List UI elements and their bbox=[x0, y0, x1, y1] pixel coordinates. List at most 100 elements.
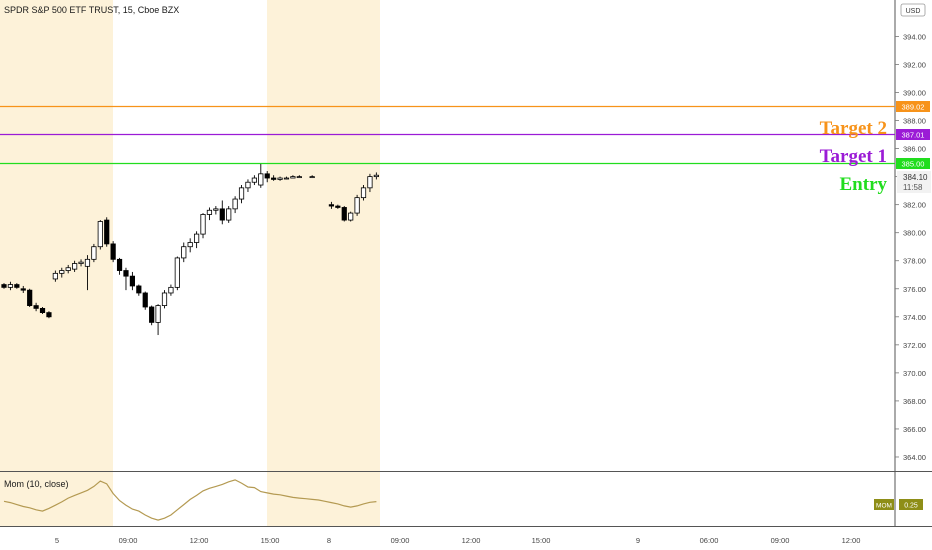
candle bbox=[7, 281, 14, 291]
candle bbox=[84, 255, 91, 291]
time-axis-labels: 5 09:00 12:00 15:00 8 09:00 12:00 15:00 9 06:00 09… bbox=[55, 536, 860, 545]
level-tag bbox=[896, 129, 930, 140]
candle-body bbox=[65, 267, 71, 271]
indicator-title[interactable]: Mom (10, close) bbox=[4, 479, 69, 489]
candle-body bbox=[367, 176, 373, 189]
candle-body bbox=[193, 233, 200, 243]
candle-body bbox=[52, 272, 58, 280]
price-axis-label: 364.00 bbox=[903, 453, 926, 462]
candle-body bbox=[309, 176, 315, 179]
candle-body bbox=[187, 242, 193, 248]
price-axis-label: 380.00 bbox=[903, 229, 926, 238]
candle-body bbox=[360, 187, 367, 199]
candle bbox=[348, 211, 354, 222]
time-axis-label: 12:00 bbox=[842, 536, 861, 545]
candle bbox=[258, 164, 264, 188]
target1-label[interactable]: Target 1 bbox=[820, 146, 887, 167]
price-axis-label: 376.00 bbox=[903, 285, 926, 294]
mom-value: 0.25 bbox=[904, 503, 918, 510]
candle bbox=[97, 220, 103, 250]
candle-body bbox=[296, 176, 302, 179]
price-axis-label: 370.00 bbox=[903, 369, 926, 378]
symbol-title[interactable]: SPDR S&P 500 ETF TRUST, 15, Cboe BZX bbox=[4, 5, 179, 15]
candle-body bbox=[14, 284, 20, 288]
candle-body bbox=[116, 258, 123, 271]
candle-body bbox=[59, 270, 65, 274]
time-axis-label: 9 bbox=[636, 536, 640, 545]
candle-body bbox=[39, 307, 46, 313]
candle bbox=[354, 194, 360, 216]
candle bbox=[65, 264, 71, 274]
candle-body bbox=[33, 305, 39, 309]
candle-body bbox=[238, 187, 245, 200]
candle-body bbox=[258, 173, 264, 186]
candle-body bbox=[168, 286, 174, 294]
candle-body bbox=[290, 176, 296, 179]
candle bbox=[206, 207, 213, 221]
candle bbox=[213, 206, 219, 215]
candle bbox=[238, 185, 245, 204]
candle-body bbox=[78, 261, 84, 264]
candle-body bbox=[277, 177, 283, 180]
currency-button[interactable]: USD bbox=[900, 3, 926, 17]
mom-badges: MOM 0.25 bbox=[874, 499, 923, 510]
candle-body bbox=[264, 173, 270, 179]
candle-body bbox=[1, 284, 7, 288]
candle bbox=[226, 206, 232, 223]
time-axis-label: 5 bbox=[55, 536, 59, 545]
candle bbox=[271, 175, 277, 181]
session-shade-1 bbox=[0, 0, 113, 526]
candle bbox=[168, 284, 174, 296]
price-axis-label: 368.00 bbox=[903, 397, 926, 406]
candle-body bbox=[142, 292, 148, 308]
candle bbox=[110, 241, 116, 263]
candle-body bbox=[226, 208, 232, 221]
candle bbox=[232, 196, 238, 214]
candle bbox=[136, 284, 142, 296]
candle-body bbox=[136, 285, 142, 294]
candle bbox=[78, 259, 84, 267]
session-shade-2 bbox=[267, 0, 380, 526]
target2-label[interactable]: Target 2 bbox=[820, 118, 887, 139]
currency-label: USD bbox=[906, 8, 921, 15]
candle bbox=[219, 200, 225, 225]
candle-body bbox=[206, 209, 213, 215]
candle bbox=[283, 176, 290, 180]
candle bbox=[367, 173, 373, 193]
candle-body bbox=[84, 258, 91, 267]
candle bbox=[149, 305, 155, 326]
level-tag-text: 387.01 bbox=[902, 131, 925, 140]
price-axis-label: 390.00 bbox=[903, 89, 926, 98]
price-axis-label: 388.00 bbox=[903, 117, 926, 126]
price-axis-label: 392.00 bbox=[903, 60, 926, 69]
candle bbox=[360, 185, 367, 201]
candle bbox=[33, 302, 39, 312]
price-axis-label: 378.00 bbox=[903, 257, 926, 266]
candle bbox=[20, 285, 26, 293]
candle-body bbox=[251, 177, 257, 183]
candle bbox=[161, 290, 168, 309]
level-tag-text: 389.02 bbox=[902, 103, 925, 112]
time-axis-label: 8 bbox=[327, 536, 331, 545]
time-axis-label: 12:00 bbox=[190, 536, 209, 545]
candle-body bbox=[20, 288, 26, 291]
entry-label[interactable]: Entry bbox=[840, 174, 888, 195]
candle bbox=[116, 257, 123, 275]
candle-body bbox=[373, 174, 379, 178]
candle-body bbox=[129, 275, 135, 287]
candle-body bbox=[200, 214, 206, 235]
candle-body bbox=[245, 181, 251, 189]
price-axis-label: 386.00 bbox=[903, 145, 926, 154]
candle bbox=[200, 213, 206, 239]
candle bbox=[341, 206, 347, 222]
candle-body bbox=[348, 212, 354, 221]
level-tag bbox=[896, 158, 930, 169]
candle bbox=[277, 176, 283, 181]
price-axis-labels: 394.00392.00390.00388.00386.00384.00382.… bbox=[895, 32, 926, 462]
candle-body bbox=[174, 257, 180, 288]
candle-body bbox=[181, 246, 187, 259]
price-axis-label: 374.00 bbox=[903, 313, 926, 322]
time-axis-label: 06:00 bbox=[700, 536, 719, 545]
price-axis-label: 366.00 bbox=[903, 425, 926, 434]
